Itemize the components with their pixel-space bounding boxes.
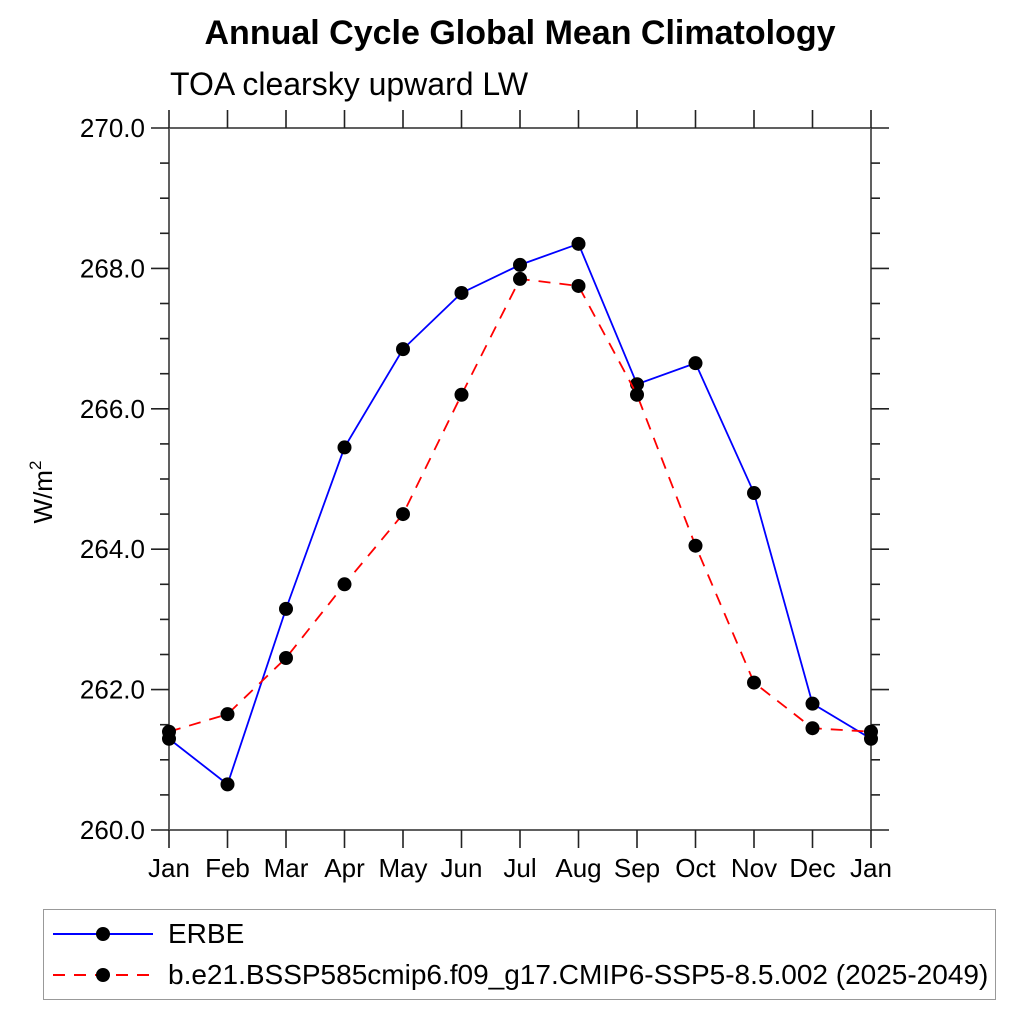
data-point-marker (454, 387, 469, 402)
annual-cycle-line-chart: 260.0 262.0 264.0 266.0 268.0 270.0 W/m2 Jan Feb… (26, 110, 892, 883)
data-point-marker (220, 707, 235, 722)
data-point-marker (747, 486, 761, 501)
data-point-marker (864, 724, 878, 739)
data-point-marker (279, 601, 293, 616)
x-tick-label: Aug (555, 853, 601, 883)
data-point-marker (805, 696, 820, 711)
data-point-marker (337, 577, 352, 592)
data-point-marker (688, 356, 703, 371)
y-tick-label: 264.0 (80, 534, 145, 564)
data-point-marker (396, 342, 410, 357)
chart-title: Annual Cycle Global Mean Climatology (204, 14, 836, 52)
x-tick-label: Apr (324, 853, 365, 883)
data-point-marker (805, 721, 820, 736)
legend-line-sample-erbe (53, 927, 153, 941)
data-point-marker (513, 271, 527, 286)
y-axis-title: W/m2 (26, 461, 58, 524)
data-point-marker (220, 777, 235, 792)
legend-item-model: b.e21.BSSP585cmip6.f09_g17.CMIP6-SSP5-8.… (49, 958, 995, 992)
data-point-marker (571, 236, 586, 251)
x-tick-label: May (378, 853, 427, 883)
legend-item-erbe: ERBE (49, 917, 995, 951)
svg-text:W/m2: W/m2 (26, 461, 58, 524)
legend-marker-dot (96, 968, 110, 982)
legend-marker-dot (96, 927, 110, 941)
data-point-marker (630, 387, 644, 402)
x-tick-label: Jul (503, 853, 536, 883)
chart-legend: ERBE b.e21.BSSP585cmip6.f09_g17.CMIP6-SS… (43, 909, 996, 1000)
legend-line-sample-model (53, 968, 153, 982)
data-point-marker (396, 507, 410, 522)
y-tick-label: 262.0 (80, 675, 145, 705)
data-point-marker (454, 285, 469, 300)
data-point-marker (337, 440, 352, 455)
y-tick-label: 260.0 (80, 815, 145, 845)
data-point-marker (747, 675, 761, 690)
x-tick-label: Jan (148, 853, 190, 883)
y-tick-label: 268.0 (80, 253, 145, 283)
x-tick-label: Nov (731, 853, 777, 883)
data-point-marker (513, 257, 527, 272)
data-point-marker (162, 724, 176, 739)
x-tick-label: Oct (675, 853, 716, 883)
x-tick-label: Feb (205, 853, 250, 883)
x-axis-labels: Jan Feb Mar Apr May Jun Jul Aug Sep Oct Nov Dec Jan (148, 853, 892, 883)
legend-label-erbe: ERBE (168, 918, 245, 949)
x-tick-label: Mar (264, 853, 309, 883)
y-axis-labels: 260.0 262.0 264.0 266.0 268.0 270.0 (80, 113, 145, 845)
x-tick-label: Sep (614, 853, 660, 883)
series-line (168, 242, 872, 786)
chart-subtitle: TOA clearsky upward LW (170, 66, 529, 102)
series-model (162, 271, 878, 739)
legend-label-model: b.e21.BSSP585cmip6.f09_g17.CMIP6-SSP5-8.… (168, 959, 989, 990)
series-line (168, 277, 872, 733)
series-erbe (162, 236, 878, 792)
y-tick-label: 266.0 (80, 394, 145, 424)
y-tick-label: 270.0 (80, 113, 145, 143)
data-point-marker (279, 651, 293, 666)
data-point-marker (688, 538, 703, 553)
data-point-marker (571, 278, 586, 293)
x-tick-label: Dec (789, 853, 835, 883)
x-tick-label: Jun (441, 853, 483, 883)
x-axis-ticks (168, 110, 872, 848)
y-axis-ticks (151, 127, 889, 831)
plot-frame (168, 127, 872, 831)
x-tick-label: Jan (850, 853, 892, 883)
